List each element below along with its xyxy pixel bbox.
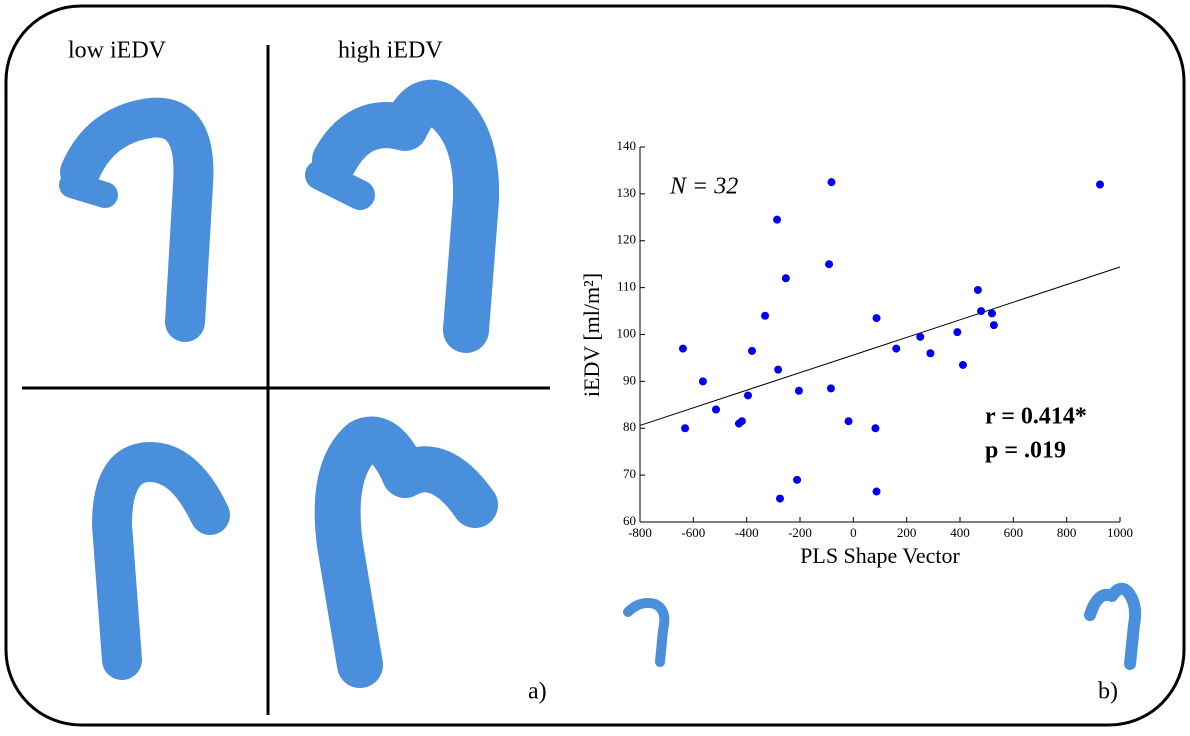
point bbox=[678, 344, 687, 353]
annotation: r = 0.414* bbox=[985, 404, 1087, 430]
x-tick-label: 400 bbox=[950, 525, 970, 540]
point bbox=[871, 424, 880, 433]
point bbox=[698, 377, 707, 386]
point bbox=[761, 311, 770, 320]
point bbox=[737, 417, 746, 426]
y-tick-label: 60 bbox=[623, 513, 636, 528]
x-tick-label: 1000 bbox=[1107, 525, 1133, 540]
x-tick-label: -600 bbox=[681, 525, 705, 540]
point bbox=[793, 475, 802, 484]
annotation: p = .019 bbox=[985, 438, 1066, 464]
y-tick-label: 110 bbox=[617, 279, 636, 294]
point bbox=[748, 346, 756, 355]
point bbox=[712, 405, 720, 414]
y-axis-label: iEDV [ml/m²] bbox=[579, 273, 604, 397]
point bbox=[916, 332, 925, 341]
point bbox=[774, 365, 783, 374]
panel-label: a) bbox=[528, 679, 547, 705]
point bbox=[826, 384, 835, 393]
x-tick-label: 800 bbox=[1057, 525, 1077, 540]
point bbox=[744, 391, 752, 400]
x-tick-label: -400 bbox=[735, 525, 759, 540]
x-tick-label: 200 bbox=[897, 525, 917, 540]
panel-title: low iEDV bbox=[68, 38, 167, 64]
point bbox=[781, 274, 790, 283]
x-axis-label: PLS Shape Vector bbox=[800, 543, 960, 568]
point bbox=[872, 487, 881, 496]
panel-title: high iEDV bbox=[338, 38, 443, 64]
point bbox=[989, 321, 998, 330]
x-tick-label: -800 bbox=[628, 525, 652, 540]
y-tick-label: 140 bbox=[617, 138, 637, 153]
point bbox=[825, 260, 834, 269]
y-tick-label: 70 bbox=[623, 466, 636, 481]
point bbox=[794, 386, 803, 395]
panel-label: b) bbox=[1098, 679, 1118, 705]
x-tick-label: 600 bbox=[1004, 525, 1024, 540]
point bbox=[872, 314, 881, 323]
frame bbox=[4, 4, 1186, 727]
aorta-shapes bbox=[59, 79, 1142, 688]
y-tick-label: 130 bbox=[617, 185, 637, 200]
trendline bbox=[639, 266, 1121, 426]
point bbox=[892, 344, 901, 353]
y-tick-label: 80 bbox=[623, 419, 636, 434]
y-tick-label: 100 bbox=[617, 325, 637, 340]
point bbox=[977, 307, 986, 316]
point bbox=[776, 494, 784, 503]
point bbox=[953, 328, 962, 337]
x-tick-label: 0 bbox=[850, 525, 857, 540]
point bbox=[958, 360, 967, 369]
point bbox=[681, 424, 690, 433]
point bbox=[844, 417, 853, 426]
point bbox=[773, 215, 782, 224]
point bbox=[827, 178, 836, 187]
annotation: N = 32 bbox=[669, 174, 738, 200]
x-tick-label: -200 bbox=[788, 525, 812, 540]
point bbox=[926, 349, 935, 358]
y-tick-label: 120 bbox=[617, 232, 637, 247]
point bbox=[1096, 180, 1104, 189]
point bbox=[988, 309, 996, 318]
point bbox=[973, 285, 982, 294]
y-tick-label: 90 bbox=[623, 372, 636, 387]
